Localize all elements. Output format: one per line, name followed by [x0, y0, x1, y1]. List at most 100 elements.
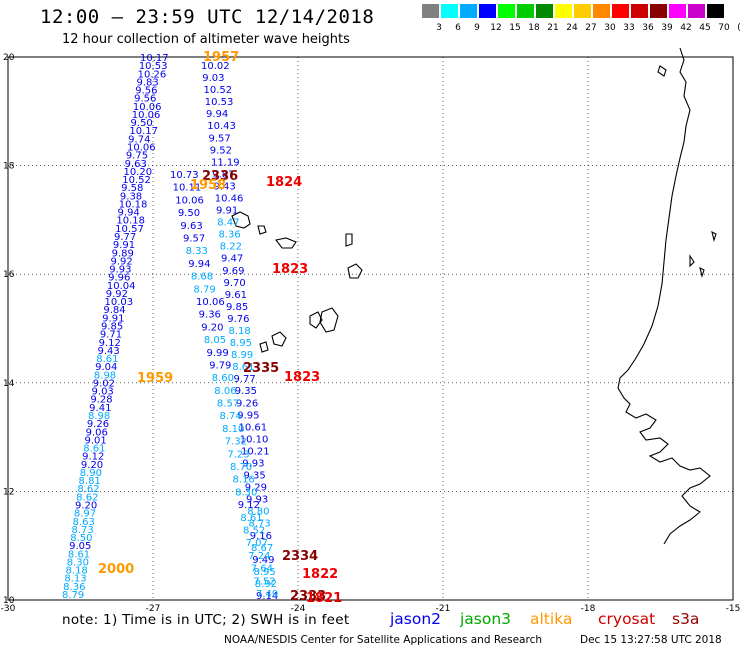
west-track-value: 10.57: [115, 224, 144, 235]
west-track-value: 9.28: [90, 395, 112, 406]
page-title: 12:00 – 23:59 UTC 12/14/2018: [40, 6, 375, 28]
west-track-value: 10.52: [122, 175, 151, 186]
west-track-value: 8.62: [77, 484, 99, 495]
island-sao-vicente: [257, 225, 267, 235]
west-track-value: 8.50: [70, 533, 92, 544]
scale-label: 9: [474, 23, 480, 33]
west-track-value: 10.18: [116, 216, 145, 227]
east-track-value: 8.33: [186, 246, 208, 257]
west-track-value: 8.61: [68, 549, 90, 560]
scale-label: 30: [604, 23, 616, 33]
scale-label: 45: [699, 23, 711, 33]
west-track-value: 10.26: [138, 69, 167, 80]
credit-line: NOAA/NESDIS Center for Satellite Applica…: [224, 634, 542, 646]
mid-track-value: 9.35: [235, 386, 257, 397]
units-note: note: 1) Time is in UTC; 2) SWH is in fe…: [62, 612, 350, 628]
east-track-value: 7.49: [256, 589, 278, 600]
west-track-value: 8.98: [88, 411, 110, 422]
west-track-value: 9.38: [120, 191, 142, 202]
east-track-value: 8.06: [214, 386, 236, 397]
west-track-value: 10.06: [132, 110, 161, 121]
east-track-value: 9.36: [199, 310, 221, 321]
mid-track-value: 9.87: [212, 169, 234, 180]
pass-time-label: 2333: [290, 589, 326, 604]
legend-jason3: jason3: [460, 610, 512, 628]
scale-label: 36: [642, 23, 654, 33]
east-track-value: 8.05: [204, 335, 226, 346]
east-track-value: 8.60: [212, 373, 234, 384]
west-track-value: 9.77: [114, 232, 136, 243]
west-track-value: 9.75: [126, 151, 148, 162]
west-track-value: 9.89: [112, 248, 134, 259]
lon-label: -30: [1, 604, 16, 614]
mid-track-value: 9.29: [245, 483, 267, 494]
scale-label: 12: [490, 23, 502, 33]
legend-jason2: jason2: [390, 610, 442, 628]
west-track-value: 9.05: [69, 541, 91, 552]
west-track-value: 9.94: [118, 208, 140, 219]
lon-label: -15: [726, 604, 740, 614]
island-sao-nicolau: [275, 237, 297, 249]
coastal-islet-2: [699, 266, 705, 278]
west-track-value: 9.91: [102, 313, 124, 324]
east-track-value: 10.06: [175, 195, 204, 206]
lat-label: 12: [3, 487, 14, 497]
lon-label: -21: [436, 604, 451, 614]
mid-track-value: 8.73: [249, 519, 271, 530]
scale-swatch-42: [669, 4, 686, 18]
legend-altika: altika: [530, 610, 573, 628]
mid-track-value: 9.93: [242, 459, 264, 470]
west-track-value: 10.06: [127, 143, 156, 154]
pass-time-label: 1821: [306, 591, 342, 606]
pass-time-label: 2335: [243, 361, 279, 376]
west-track-value: 8.13: [64, 574, 86, 585]
mid-track-value: 9.49: [252, 555, 274, 566]
scale-swatch-12: [479, 4, 496, 18]
west-track-value: 9.20: [75, 501, 97, 512]
east-track-value: 9.99: [206, 348, 228, 359]
west-track-value: 10.20: [123, 167, 152, 178]
page-subtitle: 12 hour collection of altimeter wave hei…: [62, 32, 350, 47]
island-sal: [345, 233, 353, 247]
mid-track-value: 8.92: [255, 579, 277, 590]
scale-label: 70: [718, 23, 730, 33]
west-track-value: 8.18: [66, 566, 88, 577]
scale-swatch-70: [707, 4, 724, 18]
scale-label: 27: [585, 23, 597, 33]
map-frame: [7, 56, 734, 601]
mid-track-value: 8.99: [231, 350, 253, 361]
island-boa-vista: [347, 263, 363, 279]
east-track-value: 7.32: [225, 437, 247, 448]
west-track-value: 9.58: [121, 183, 143, 194]
east-track-value: 8.70: [230, 462, 252, 473]
scale-swatch-39: [650, 4, 667, 18]
west-track-value: 9.84: [103, 305, 125, 316]
west-track-value: 8.63: [73, 517, 95, 528]
west-track-value: 8.36: [63, 582, 85, 593]
west-track-value: 9.12: [82, 452, 104, 463]
mid-track-value: 10.10: [240, 434, 269, 445]
west-track-value: 9.92: [106, 289, 128, 300]
west-track-value: 9.93: [109, 265, 131, 276]
mid-track-value: 10.21: [241, 446, 270, 457]
pass-time-label: 1822: [302, 567, 338, 582]
island-brava: [259, 341, 269, 353]
scale-unit: (ft): [734, 23, 740, 33]
scale-swatch-15: [498, 4, 515, 18]
mid-track-value: 8.47: [217, 218, 239, 229]
east-track-value: 9.79: [209, 360, 231, 371]
mid-track-value: 10.43: [207, 121, 236, 132]
scale-swatch-6: [441, 4, 458, 18]
west-track-value: 9.26: [87, 419, 109, 430]
pass-time-label: 1958: [190, 178, 226, 193]
scale-label: 33: [623, 23, 635, 33]
west-track-value: 9.91: [113, 240, 135, 251]
east-track-value: 8.10: [222, 424, 244, 435]
west-track-value: 9.41: [89, 403, 111, 414]
east-track-value: 8.61: [240, 513, 262, 524]
mid-track-value: 9.26: [236, 398, 258, 409]
coastal-islet-4: [689, 254, 695, 268]
west-track-value: 9.50: [131, 118, 153, 129]
scale-swatch-30: [593, 4, 610, 18]
west-track-value: 10.06: [133, 102, 162, 113]
